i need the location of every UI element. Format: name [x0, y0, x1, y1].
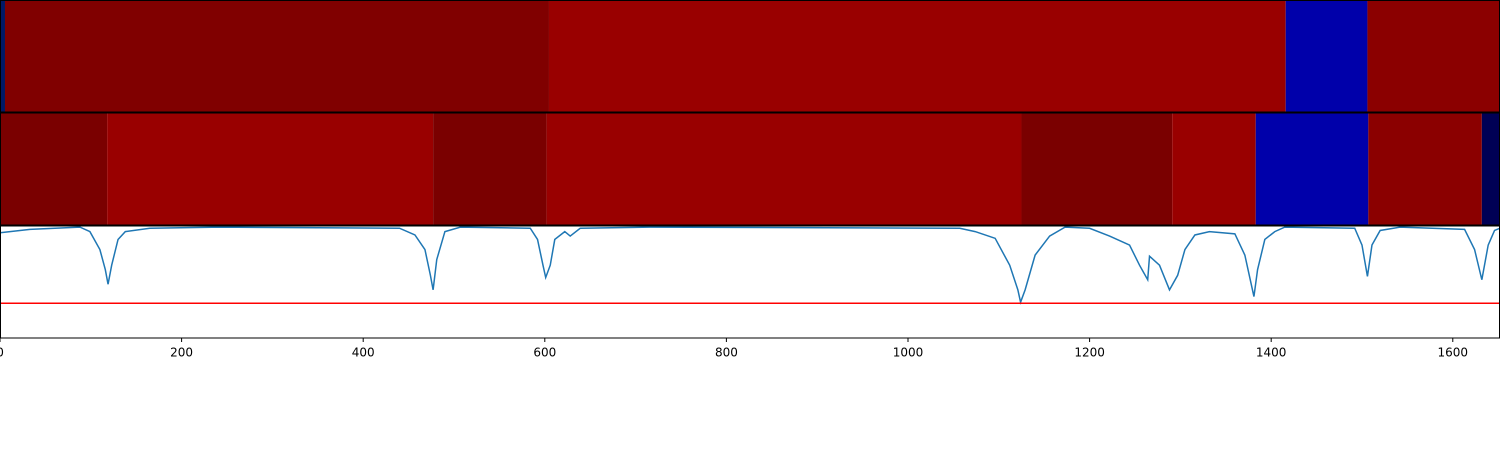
strip-segment — [1481, 113, 1500, 225]
line-series — [0, 226, 1500, 305]
strip-segment — [107, 113, 434, 225]
strip-segment — [1368, 113, 1482, 225]
x-tick-label: 0 — [0, 346, 4, 360]
plot-frame — [0, 225, 1500, 339]
x-tick-label: 400 — [352, 346, 375, 360]
x-tick-label: 1400 — [1256, 346, 1287, 360]
strip-segment — [1255, 113, 1369, 225]
strip-segment — [1285, 0, 1368, 112]
x-tick-label: 1000 — [893, 346, 924, 360]
strip-segment — [546, 113, 1022, 225]
x-tick-label: 600 — [533, 346, 556, 360]
strip-segment — [1021, 113, 1173, 225]
strip-segment — [0, 113, 108, 225]
strip-segment — [0, 0, 5, 112]
strip-segment — [433, 113, 547, 225]
strip-segment — [1172, 113, 1256, 225]
strip-segment — [548, 0, 1286, 112]
strip-segment — [1367, 0, 1500, 112]
x-tick-label: 200 — [170, 346, 193, 360]
x-tick-label: 800 — [715, 346, 738, 360]
strip-segment — [4, 0, 549, 112]
x-tick-label: 1600 — [1438, 346, 1469, 360]
x-tick-label: 1200 — [1074, 346, 1105, 360]
